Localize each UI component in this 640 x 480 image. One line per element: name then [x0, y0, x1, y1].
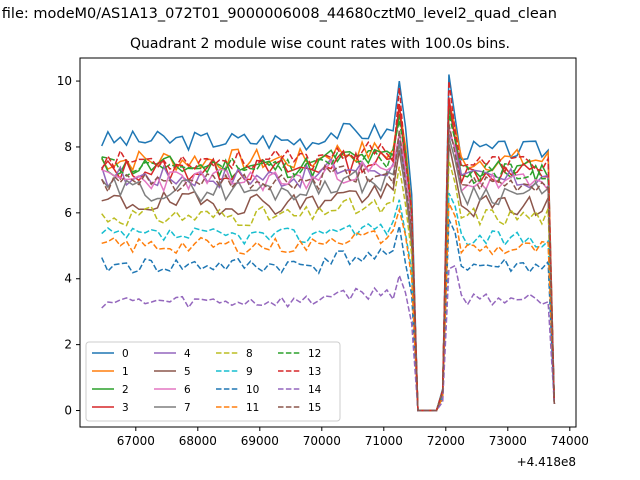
series-line-0: [101, 74, 556, 412]
series-line-1: [101, 100, 556, 412]
axes-frame: [79, 57, 577, 428]
y-tick-label-5: 10: [57, 74, 72, 88]
x-tick-label-4: 71000: [365, 434, 403, 448]
figure-suptitle: n file: modeM0/AS1A13_072T01_9000006008_…: [0, 6, 557, 22]
series-line-13: [101, 81, 556, 412]
legend-label-3: 3: [122, 402, 129, 414]
series-line-14: [101, 264, 556, 412]
legend-label-11: 11: [246, 402, 259, 414]
x-tick-label-2: 69000: [241, 434, 279, 448]
y-tick-label-2: 4: [64, 272, 72, 286]
legend-label-7: 7: [184, 402, 191, 414]
legend-label-6: 6: [184, 384, 191, 396]
x-axis: 67000 68000 69000 70000 71000 72000 73000 74000: [117, 427, 589, 448]
x-tick-label-5: 72000: [427, 434, 465, 448]
legend-box: [85, 341, 341, 422]
y-tick-label-4: 8: [64, 140, 72, 154]
series-line-5: [101, 143, 556, 412]
legend-label-0: 0: [122, 348, 129, 360]
legend-label-1: 1: [122, 366, 129, 378]
legend-label-13: 13: [308, 366, 321, 378]
series-layer: [100, 74, 556, 412]
legend-label-9: 9: [246, 366, 253, 378]
y-tick-label-1: 2: [64, 338, 72, 352]
series-line-8: [101, 159, 556, 412]
x-tick-label-7: 74000: [551, 434, 589, 448]
legend-label-12: 12: [308, 348, 321, 360]
legend-label-8: 8: [246, 348, 253, 360]
legend-label-2: 2: [122, 384, 129, 396]
x-offset-label: +4.418e8: [517, 455, 576, 469]
series-line-11: [101, 202, 556, 412]
y-tick-label-0: 0: [64, 404, 72, 418]
series-line-15: [101, 123, 556, 412]
legend-label-5: 5: [184, 366, 191, 378]
x-tick-label-6: 73000: [489, 434, 527, 448]
series-line-7: [101, 136, 556, 412]
x-tick-label-1: 68000: [179, 434, 217, 448]
series-line-12: [101, 113, 556, 412]
legend-label-15: 15: [308, 402, 321, 414]
series-line-9: [101, 192, 556, 412]
legend-label-4: 4: [184, 348, 191, 360]
chart-title: Quadrant 2 module wise count rates with …: [130, 36, 510, 52]
series-line-10: [101, 219, 556, 412]
legend-label-10: 10: [246, 384, 259, 396]
x-tick-label-3: 70000: [303, 434, 341, 448]
y-axis: 0 2 4 6 8 10: [57, 74, 80, 418]
legend-label-14: 14: [308, 384, 322, 396]
series-line-6: [101, 127, 556, 412]
y-tick-label-3: 6: [64, 206, 72, 220]
x-tick-label-0: 67000: [117, 434, 155, 448]
